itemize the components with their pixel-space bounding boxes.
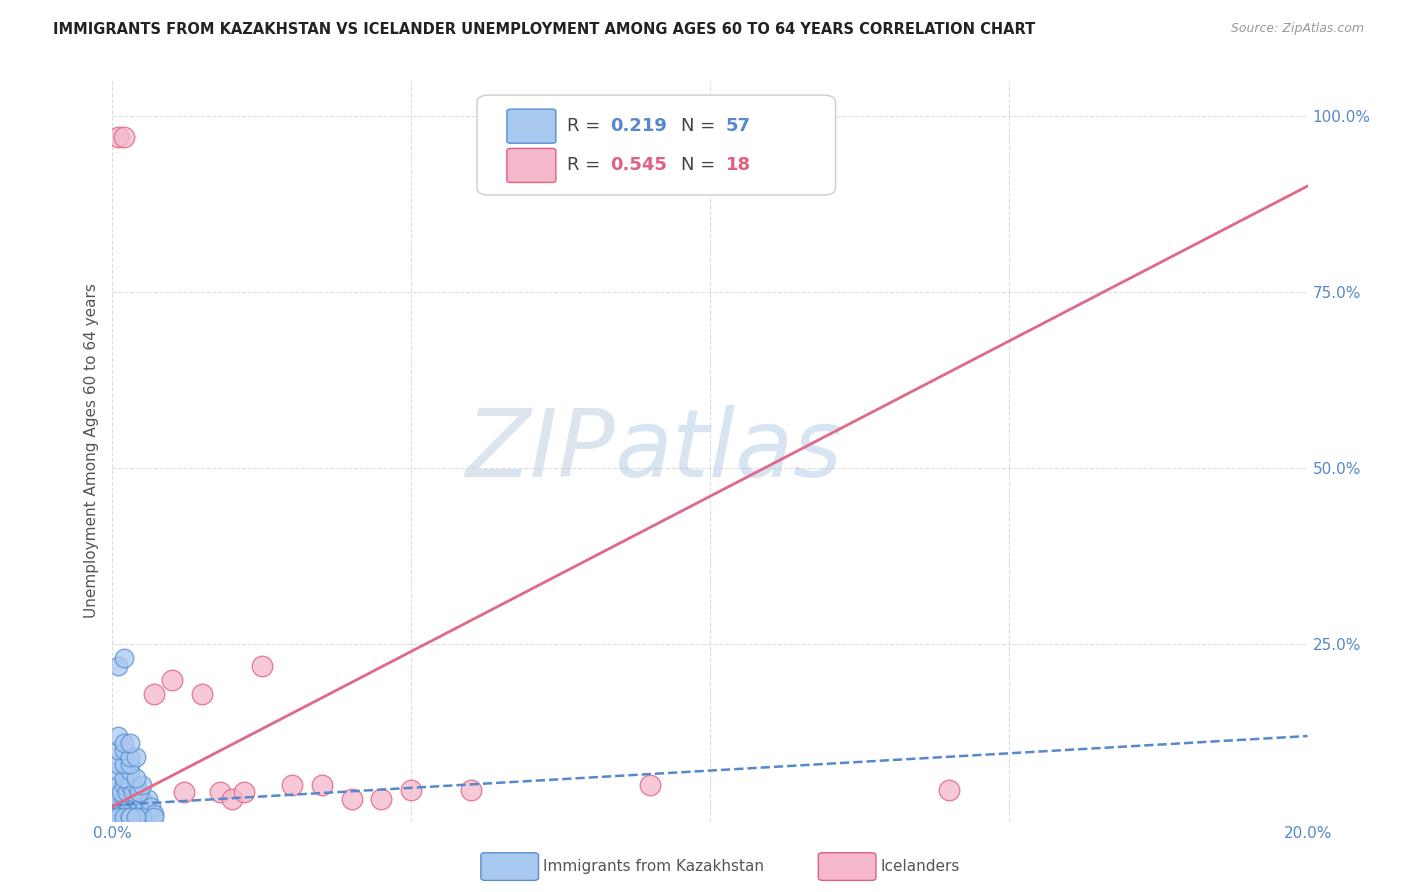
Point <box>131 810 153 824</box>
Point <box>131 792 153 806</box>
Point <box>120 736 142 750</box>
Point <box>107 810 129 824</box>
Point <box>128 799 150 814</box>
FancyBboxPatch shape <box>508 109 555 144</box>
Point <box>120 806 142 821</box>
Point <box>141 799 163 814</box>
Text: N =: N = <box>682 156 721 175</box>
Point <box>134 799 156 814</box>
Point <box>107 799 129 814</box>
Text: Immigrants from Kazakhstan: Immigrants from Kazakhstan <box>543 859 763 874</box>
Point <box>640 778 662 792</box>
Point <box>125 778 148 792</box>
Point <box>122 785 145 799</box>
Point <box>114 772 135 786</box>
Point <box>107 806 129 821</box>
Point <box>114 757 135 772</box>
Point <box>107 778 129 792</box>
Y-axis label: Unemployment Among Ages 60 to 64 years: Unemployment Among Ages 60 to 64 years <box>83 283 98 618</box>
Point <box>114 792 135 806</box>
Point <box>401 782 423 797</box>
Point <box>107 658 129 673</box>
Point <box>120 764 142 779</box>
Point <box>221 792 243 806</box>
Point <box>138 806 160 821</box>
Text: IMMIGRANTS FROM KAZAKHSTAN VS ICELANDER UNEMPLOYMENT AMONG AGES 60 TO 64 YEARS C: IMMIGRANTS FROM KAZAKHSTAN VS ICELANDER … <box>53 22 1036 37</box>
Text: Icelanders: Icelanders <box>880 859 959 874</box>
Point <box>117 785 139 799</box>
Point <box>107 792 129 806</box>
Text: atlas: atlas <box>614 405 842 496</box>
Point <box>114 810 135 824</box>
Text: R =: R = <box>567 156 606 175</box>
Text: N =: N = <box>682 117 721 136</box>
Point <box>107 729 129 743</box>
Point <box>938 782 960 797</box>
Point <box>209 785 232 799</box>
Point <box>110 785 132 799</box>
Text: 57: 57 <box>725 117 751 136</box>
FancyBboxPatch shape <box>508 148 555 183</box>
Point <box>125 750 148 764</box>
Point <box>114 778 135 792</box>
Text: ZIP: ZIP <box>465 405 614 496</box>
Point <box>138 792 160 806</box>
Point <box>107 810 129 824</box>
Point <box>120 757 142 772</box>
Point <box>125 772 148 786</box>
Point <box>233 785 256 799</box>
Point <box>191 687 214 701</box>
Point <box>114 129 135 144</box>
Point <box>107 764 129 779</box>
Point <box>114 806 135 821</box>
Point <box>122 799 145 814</box>
Point <box>110 806 132 821</box>
Point <box>370 792 392 806</box>
Point <box>120 792 142 806</box>
Point <box>114 651 135 665</box>
Point <box>107 129 129 144</box>
Text: 0.545: 0.545 <box>610 156 666 175</box>
Point <box>107 743 129 757</box>
Point <box>281 778 304 792</box>
Point <box>143 810 166 824</box>
Point <box>114 736 135 750</box>
Point <box>143 687 166 701</box>
Point <box>104 810 127 824</box>
Text: 18: 18 <box>725 156 751 175</box>
Point <box>250 658 273 673</box>
Point <box>125 810 148 824</box>
Point <box>114 743 135 757</box>
Point <box>125 792 148 806</box>
Point <box>120 778 142 792</box>
Point <box>120 810 142 824</box>
Point <box>125 806 148 821</box>
Point <box>107 810 129 824</box>
Point <box>128 785 150 799</box>
Point <box>104 799 127 814</box>
FancyBboxPatch shape <box>477 95 835 195</box>
Point <box>340 792 363 806</box>
Text: 0.219: 0.219 <box>610 117 666 136</box>
Point <box>117 799 139 814</box>
Text: R =: R = <box>567 117 606 136</box>
Point <box>460 782 482 797</box>
Point <box>173 785 195 799</box>
Point <box>143 806 166 821</box>
Text: Source: ZipAtlas.com: Source: ZipAtlas.com <box>1230 22 1364 36</box>
Point <box>107 757 129 772</box>
Point <box>131 806 153 821</box>
Point <box>162 673 183 687</box>
Point <box>131 778 153 792</box>
Point <box>114 799 135 814</box>
Point <box>120 810 142 824</box>
Point <box>120 750 142 764</box>
Point <box>311 778 333 792</box>
